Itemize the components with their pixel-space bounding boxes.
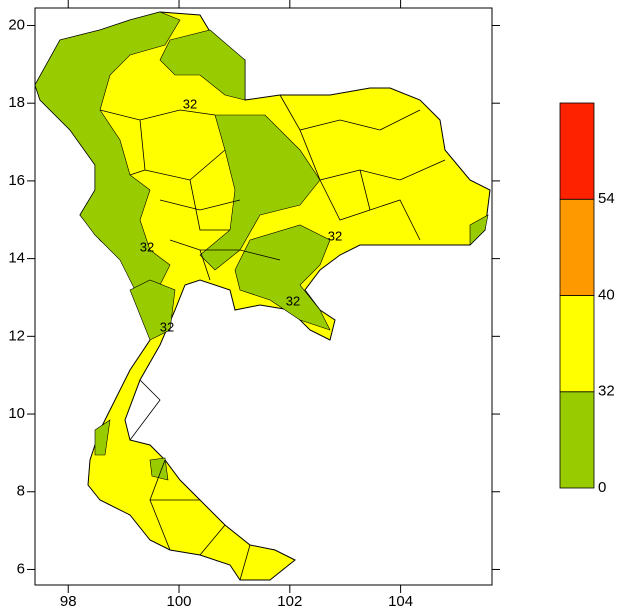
y-tick-label: 10	[8, 405, 25, 422]
contour-label: 32	[183, 96, 197, 111]
y-tick-label: 16	[8, 172, 25, 189]
country-map	[34, 11, 491, 581]
colorbar-label: 40	[598, 286, 615, 303]
colorbar-segment	[559, 102, 595, 200]
y-tick-label: 8	[17, 483, 25, 500]
y-tick-label: 14	[8, 250, 25, 267]
x-tick-label: 104	[388, 593, 413, 610]
colorbar-label: 0	[598, 479, 606, 496]
province-borders	[99, 94, 446, 581]
colorbar-segment	[559, 198, 595, 296]
colorbar-segment	[559, 391, 595, 489]
contour-label: 32	[286, 293, 300, 308]
contour-label: 32	[140, 239, 154, 254]
x-tick-label: 98	[60, 593, 77, 610]
contour-label: 32	[160, 319, 174, 334]
colorbar-segment	[559, 295, 595, 393]
x-tick-label: 100	[167, 593, 192, 610]
y-tick-label: 12	[8, 327, 25, 344]
contour-label: 32	[328, 228, 342, 243]
colorbar-label: 54	[598, 190, 615, 207]
colorbar-label: 32	[598, 383, 615, 400]
x-tick-label: 102	[277, 593, 302, 610]
y-tick-label: 20	[8, 16, 25, 33]
y-tick-label: 18	[8, 94, 25, 111]
y-tick-label: 6	[17, 560, 25, 577]
